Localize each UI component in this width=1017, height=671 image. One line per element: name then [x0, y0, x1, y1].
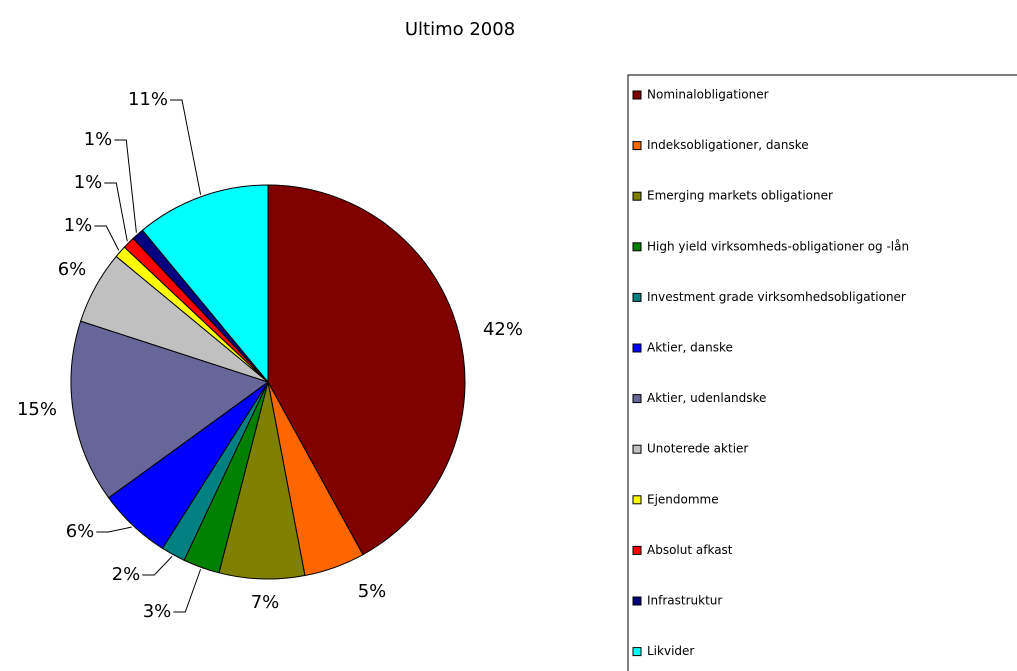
leader-line: [114, 139, 137, 233]
legend-label: Unoterede aktier: [647, 442, 748, 456]
data-label: 1%: [64, 215, 93, 236]
legend-swatch: [632, 191, 642, 201]
data-label: 2%: [112, 564, 141, 585]
legend-swatch: [632, 141, 642, 151]
leader-line: [104, 182, 128, 242]
legend-label: High yield virksomheds-obligationer og -…: [647, 239, 909, 253]
legend-label: Ejendomme: [647, 492, 719, 506]
leader-line: [94, 225, 120, 251]
pie-slice: [70, 320, 270, 499]
data-label: 3%: [143, 601, 172, 622]
pie-slice: [267, 184, 466, 556]
legend-label: Investment grade virksomhedsobligationer: [647, 290, 906, 304]
data-label: 7%: [251, 592, 280, 613]
data-label: 1%: [84, 129, 113, 150]
legend-label: Infrastruktur: [647, 594, 722, 608]
pie-slice: [141, 184, 269, 384]
leader-line: [142, 556, 173, 576]
leader-line: [96, 526, 132, 533]
legend-swatch: [632, 292, 642, 302]
legend-swatch: [632, 242, 642, 252]
legend-box: [627, 74, 1017, 671]
legend-label: Aktier, danske: [647, 341, 733, 355]
data-label: 15%: [17, 399, 57, 420]
legend-swatch: [632, 647, 642, 657]
data-label: 6%: [58, 259, 87, 280]
legend-label: Absolut afkast: [647, 543, 733, 557]
chart-title: Ultimo 2008: [405, 19, 515, 40]
legend-label: Aktier, udenlandske: [647, 391, 766, 405]
legend-swatch: [632, 596, 642, 606]
legend-label: Indeksobligationer, danske: [647, 138, 809, 152]
legend-swatch: [632, 90, 642, 100]
data-label: 1%: [74, 172, 103, 193]
leader-line: [173, 569, 202, 613]
leader-line: [170, 99, 202, 195]
legend-swatch: [632, 394, 642, 404]
legend-swatch: [632, 343, 642, 353]
legend-label: Nominalobligationer: [647, 88, 769, 102]
legend-swatch: [632, 444, 642, 454]
data-label: 6%: [66, 521, 95, 542]
data-label: 5%: [358, 581, 387, 602]
legend-swatch: [632, 495, 642, 505]
data-label: 42%: [483, 319, 523, 340]
legend-label: Emerging markets obligationer: [647, 189, 833, 203]
legend-swatch: [632, 545, 642, 555]
legend-label: Likvider: [647, 644, 694, 658]
data-label: 11%: [128, 89, 168, 110]
